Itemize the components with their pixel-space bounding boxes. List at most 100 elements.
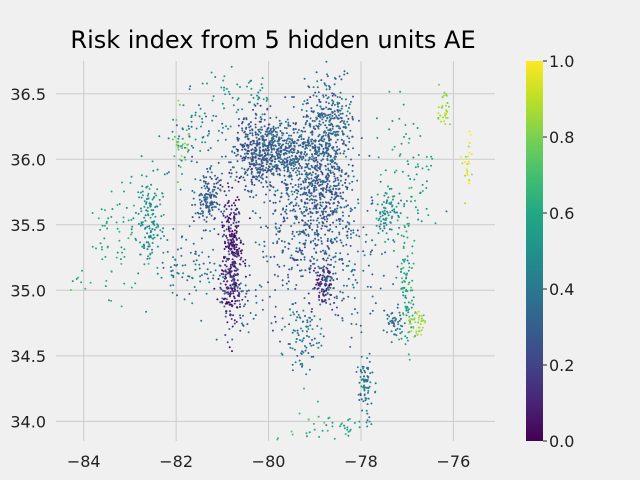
data-point <box>318 162 321 165</box>
data-point <box>304 223 307 226</box>
data-point <box>186 150 189 153</box>
data-point <box>137 191 140 194</box>
data-point <box>249 132 252 135</box>
data-point <box>333 198 336 201</box>
data-point <box>412 122 415 125</box>
data-point <box>224 138 227 141</box>
data-point <box>245 292 248 295</box>
data-point <box>379 212 382 215</box>
data-point <box>184 158 187 161</box>
data-point <box>312 239 315 242</box>
data-point <box>466 170 469 173</box>
data-point <box>291 232 294 235</box>
data-point <box>134 282 137 285</box>
data-point <box>374 302 377 305</box>
data-point <box>152 169 155 172</box>
data-point <box>225 298 228 301</box>
data-point <box>152 212 155 215</box>
data-point <box>344 173 347 176</box>
data-point <box>292 128 295 131</box>
data-point <box>375 224 378 227</box>
data-point <box>240 252 243 255</box>
data-point <box>226 301 229 304</box>
data-point <box>242 176 245 179</box>
data-point <box>331 242 334 245</box>
data-point <box>390 217 393 220</box>
data-point <box>292 96 295 98</box>
data-point <box>326 245 329 247</box>
data-point <box>306 202 309 205</box>
y-tick-label: 35.0 <box>10 281 46 300</box>
data-point <box>441 104 444 107</box>
data-point <box>409 302 412 305</box>
data-point <box>202 196 205 199</box>
data-point <box>468 162 471 165</box>
data-point <box>118 239 121 242</box>
data-point <box>427 168 430 171</box>
data-point <box>333 167 336 170</box>
data-point <box>225 235 228 237</box>
data-point <box>359 324 362 327</box>
data-point <box>234 236 237 239</box>
data-point <box>145 186 148 189</box>
data-point <box>258 138 261 141</box>
y-tick-label: 34.0 <box>10 412 46 431</box>
data-point <box>325 101 328 104</box>
data-point <box>335 236 338 239</box>
data-point <box>319 168 321 170</box>
data-point <box>397 233 399 235</box>
data-point <box>318 267 321 270</box>
data-point <box>309 144 312 147</box>
data-point <box>325 301 328 304</box>
data-point <box>293 167 296 170</box>
data-point <box>228 295 231 298</box>
data-point <box>334 255 337 258</box>
data-point <box>162 195 165 198</box>
data-point <box>351 135 354 138</box>
data-point <box>334 260 337 263</box>
data-point <box>217 208 220 211</box>
data-point <box>329 264 331 266</box>
data-point <box>209 230 212 232</box>
data-point <box>300 275 303 278</box>
data-point <box>370 423 373 426</box>
data-point <box>289 182 292 185</box>
data-point <box>229 217 232 220</box>
data-point <box>245 155 247 158</box>
data-point <box>228 253 231 256</box>
data-point <box>237 211 240 214</box>
data-point <box>259 131 262 134</box>
data-point <box>302 180 305 183</box>
data-point <box>325 424 328 427</box>
data-point <box>234 266 237 269</box>
data-point <box>464 155 467 158</box>
data-point <box>206 201 209 204</box>
data-point <box>421 326 424 329</box>
data-point <box>172 227 175 230</box>
data-point <box>290 430 293 433</box>
data-point <box>444 116 447 119</box>
data-point <box>250 140 253 143</box>
data-point <box>402 247 405 250</box>
data-point <box>380 253 383 255</box>
data-point <box>288 134 290 137</box>
data-point <box>143 216 146 219</box>
data-point <box>213 262 216 265</box>
data-point <box>247 190 250 193</box>
data-point <box>328 186 331 189</box>
data-point <box>167 171 170 174</box>
data-point <box>353 297 356 299</box>
data-point <box>265 134 268 137</box>
data-point <box>347 419 350 421</box>
data-point <box>227 185 230 188</box>
data-point <box>224 242 227 245</box>
data-point <box>332 211 335 214</box>
data-point <box>281 279 284 282</box>
data-point <box>405 297 408 299</box>
data-point <box>310 158 313 161</box>
data-point <box>317 265 320 268</box>
data-point <box>331 425 334 428</box>
data-point <box>145 241 148 244</box>
data-point <box>308 195 311 198</box>
data-point <box>382 329 385 332</box>
